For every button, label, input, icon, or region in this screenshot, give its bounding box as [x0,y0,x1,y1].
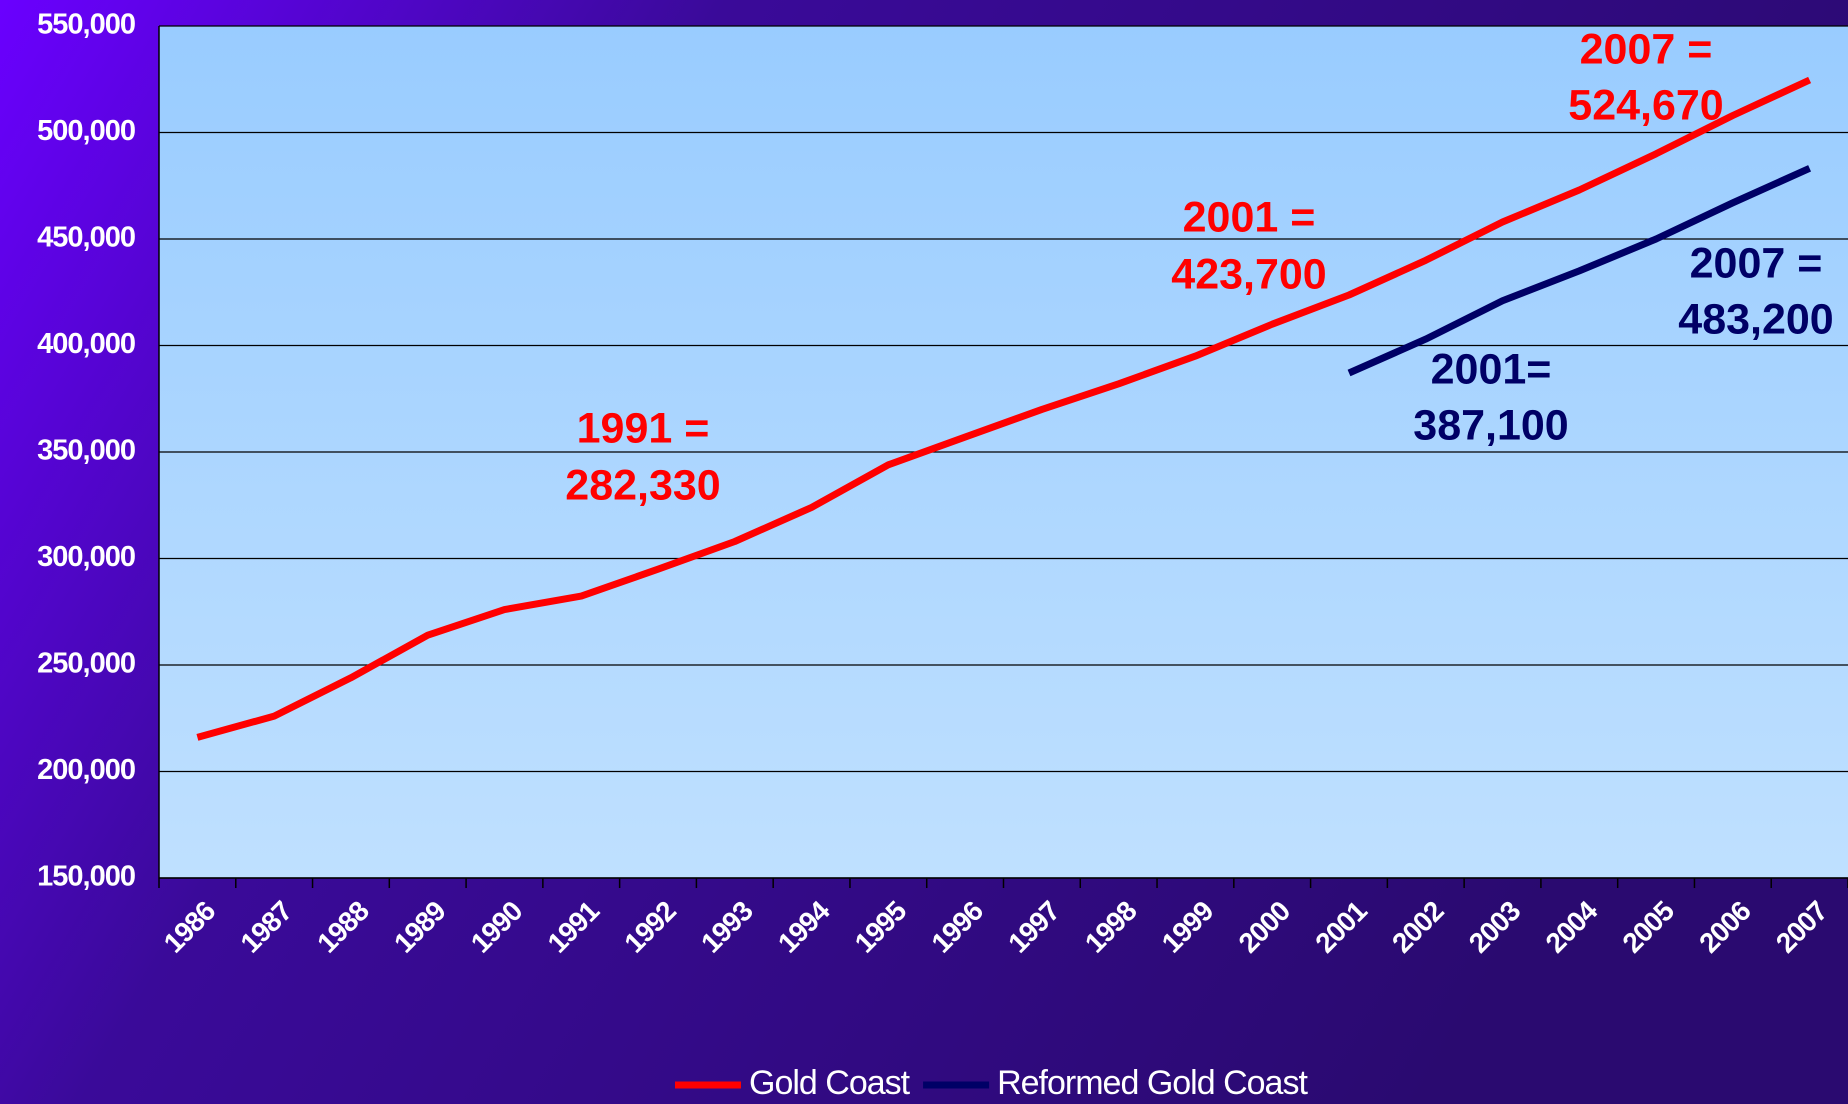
annotation: 2001 = [1183,193,1316,241]
annotation: 387,100 [1413,401,1568,449]
y-tick-label: 300,000 [37,541,135,573]
line-series [196,76,1812,741]
annotation: 524,670 [1568,81,1723,129]
legend-label: Gold Coast [749,1064,911,1102]
legend-label: Reformed Gold Coast [997,1064,1308,1102]
annotation: 2007 = [1580,25,1713,73]
y-tick-label: 150,000 [37,861,135,893]
y-tick-label: 250,000 [37,648,135,680]
annotation: 423,700 [1171,250,1326,298]
annotation: 1991 = [577,404,710,452]
annotation: 2001= [1431,345,1552,393]
annotation: 483,200 [1678,295,1833,343]
annotation: 282,330 [565,461,720,509]
y-tick-label: 350,000 [37,435,135,467]
y-tick-label: 400,000 [37,328,135,360]
y-tick-label: 200,000 [37,754,135,786]
annotation: 2007 = [1690,239,1823,287]
y-tick-label: 450,000 [37,222,135,254]
y-tick-label: 500,000 [37,115,135,147]
line-series [1347,165,1812,377]
y-tick-label: 550,000 [37,9,135,41]
